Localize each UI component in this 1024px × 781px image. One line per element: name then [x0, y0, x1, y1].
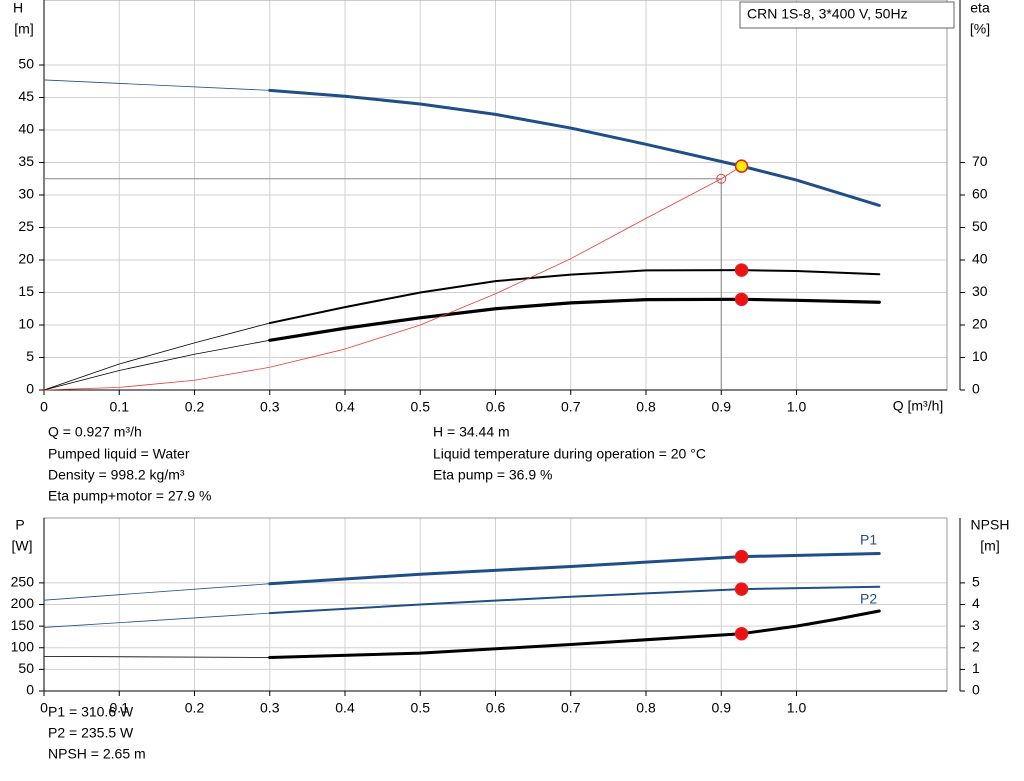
y2-tick-label: 0 [972, 682, 980, 698]
info-text: Density = 998.2 kg/m³ [48, 467, 185, 483]
y2-axis-label: [m] [980, 538, 999, 554]
y2-axis-label: NPSH [971, 517, 1010, 533]
y2-tick-label: 60 [972, 186, 988, 202]
y2-tick-label: 0 [972, 381, 980, 397]
info-text: Liquid temperature during operation = 20… [433, 446, 706, 462]
curve [43, 656, 271, 658]
y2-tick-label: 4 [972, 595, 980, 611]
curve [43, 612, 271, 628]
y-tick-label: 250 [11, 574, 35, 590]
y-tick-label: 5 [26, 348, 34, 364]
curve [43, 322, 271, 391]
x-tick-label: 0.6 [486, 700, 506, 716]
y2-tick-label: 5 [972, 574, 980, 590]
x-tick-label: 0.6 [486, 399, 506, 415]
series-label: P1 [860, 532, 877, 548]
x-tick-label: 0.5 [411, 700, 431, 716]
x-tick-label: 0.4 [335, 399, 355, 415]
curve [43, 583, 271, 601]
x-tick-label: 0 [40, 700, 48, 716]
info-box [739, 1, 955, 29]
y-tick-label: 35 [18, 153, 34, 169]
info-text: NPSH = 2.65 m [48, 746, 146, 762]
info-text: P2 = 235.5 W [48, 725, 134, 741]
y2-tick-label: 10 [972, 348, 988, 364]
curve [43, 79, 271, 91]
y-tick-label: 50 [18, 56, 34, 72]
x-tick-label: 0.9 [712, 399, 732, 415]
x-tick-label: 0.3 [260, 399, 280, 415]
y-tick-label: 0 [26, 682, 34, 698]
y2-tick-label: 2 [972, 638, 980, 654]
y-tick-label: 50 [18, 660, 34, 676]
y-tick-label: 40 [18, 121, 34, 137]
series-label: P2 [860, 591, 877, 607]
curve [268, 297, 881, 342]
y-axis-label: H [13, 0, 23, 16]
x-tick-label: 0.3 [260, 700, 280, 716]
curve [43, 165, 742, 391]
x-tick-label: 0.7 [561, 399, 581, 415]
operating-point [734, 263, 749, 277]
x-tick-label: 0.2 [185, 399, 205, 415]
x-tick-label: 0.8 [636, 399, 656, 415]
y-axis-label: P [15, 517, 24, 533]
curve [268, 88, 881, 207]
y2-tick-label: 40 [972, 251, 988, 267]
x-tick-label: 0.4 [335, 700, 355, 716]
x-axis-label: Q [m³/h] [893, 398, 944, 414]
y-tick-label: 15 [18, 283, 34, 299]
curve [268, 269, 881, 325]
operating-point [734, 159, 749, 173]
curve [268, 609, 881, 659]
operating-point [734, 292, 749, 307]
curve [43, 339, 271, 391]
y2-tick-label: 1 [972, 660, 980, 676]
y-tick-label: 45 [18, 88, 34, 104]
info-text: Q = 0.927 m³/h [48, 424, 142, 440]
curve [268, 551, 881, 586]
curve [268, 585, 881, 615]
x-tick-label: 0.1 [110, 700, 130, 716]
x-tick-label: 0.1 [110, 399, 130, 415]
y-axis-label: [W] [12, 538, 33, 554]
x-tick-label: 0.8 [636, 700, 656, 716]
info-text: Eta pump = 36.9 % [433, 467, 552, 483]
y2-axis-label: [%] [970, 21, 990, 37]
info-box-text: CRN 1S-8, 3*400 V, 50Hz [747, 6, 908, 22]
y2-tick-label: 3 [972, 617, 980, 633]
y-tick-label: 10 [18, 316, 34, 332]
y-tick-label: 20 [18, 251, 34, 267]
y-axis-label: [m] [14, 21, 33, 37]
operating-point [734, 582, 749, 596]
y-tick-label: 100 [11, 638, 35, 654]
info-text: H = 34.44 m [433, 424, 510, 440]
info-text: P1 = 310.6 W [48, 704, 134, 720]
x-tick-label: 0.5 [411, 399, 431, 415]
y2-tick-label: 50 [972, 218, 988, 234]
y-tick-label: 30 [18, 186, 34, 202]
y2-tick-label: 20 [972, 316, 988, 332]
operating-point [734, 549, 749, 564]
x-tick-label: 0 [40, 399, 48, 415]
y-tick-label: 150 [11, 617, 35, 633]
info-text: Eta pump+motor = 27.9 % [48, 488, 211, 504]
y2-axis-label: eta [970, 0, 990, 16]
x-tick-label: 1.0 [787, 399, 807, 415]
x-tick-label: 0.9 [712, 700, 732, 716]
y-tick-label: 0 [26, 381, 34, 397]
x-tick-label: 0.2 [185, 700, 205, 716]
y-tick-label: 25 [18, 218, 34, 234]
x-tick-label: 1.0 [787, 700, 807, 716]
info-text: Pumped liquid = Water [48, 446, 190, 462]
y2-tick-label: 70 [972, 153, 988, 169]
x-tick-label: 0.7 [561, 700, 581, 716]
operating-point [734, 626, 749, 641]
reference-marker [716, 173, 727, 184]
y2-tick-label: 30 [972, 283, 988, 299]
y-tick-label: 200 [11, 595, 35, 611]
